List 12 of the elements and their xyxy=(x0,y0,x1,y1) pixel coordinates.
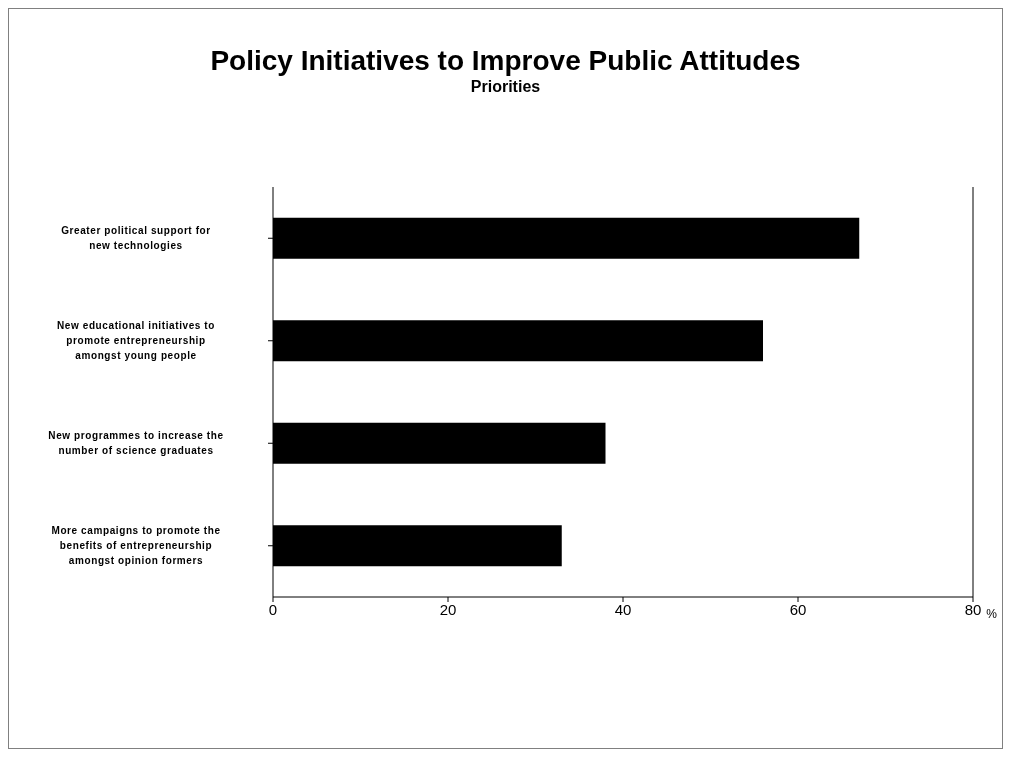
y-tick-label: More campaigns to promote the benefits of entrepreneurship amongst opinion formers xyxy=(51,525,221,567)
x-tick-label: 40 xyxy=(614,600,632,618)
chart-subtitle: Priorities xyxy=(469,77,542,97)
x-tick-label: 20 xyxy=(439,600,457,618)
y-tick-label: New programmes to increase the number of science graduates xyxy=(48,430,224,457)
x-tick-label: 0 xyxy=(268,600,278,618)
y-tick-label: New educational initiatives to promote entrepreneurship amongst young people xyxy=(56,320,216,362)
y-tick-label: Greater political support for new technologies xyxy=(61,225,211,252)
x-tick-label: 60 xyxy=(789,600,807,618)
x-axis-title: % xyxy=(986,606,998,621)
x-tick-label: 80 xyxy=(964,600,982,618)
chart-title: Policy Initiatives to Improve Public Attitudes xyxy=(209,45,802,77)
